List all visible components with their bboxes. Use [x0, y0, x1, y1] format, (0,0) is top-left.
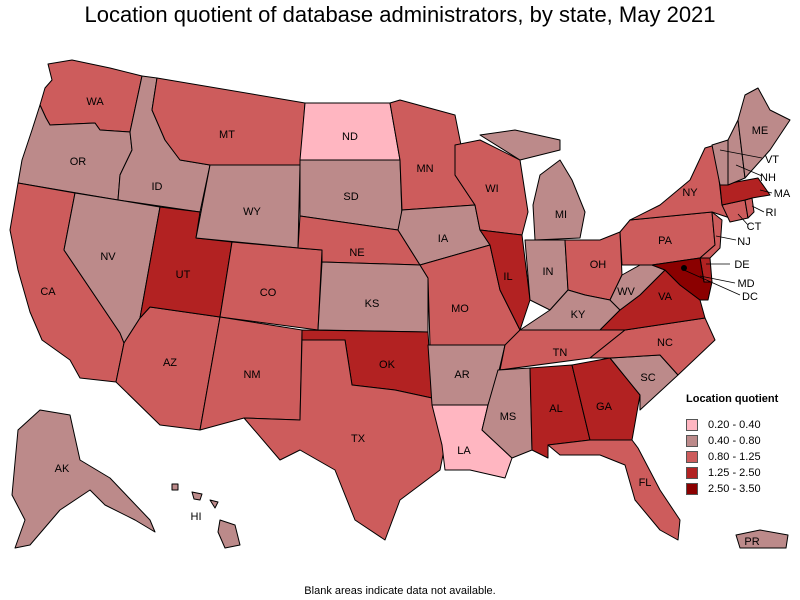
legend-swatch [686, 467, 698, 479]
leader-line-nh [735, 164, 763, 177]
state-label-OH: OH [590, 259, 607, 271]
legend-item: 0.20 - 0.40 [686, 417, 778, 433]
legend-item: 1.25 - 2.50 [686, 465, 778, 481]
state-label-WY: WY [243, 206, 261, 218]
state-label-NY: NY [682, 187, 698, 199]
legend-swatch [686, 419, 698, 431]
legend-swatch [686, 435, 698, 447]
state-label-LA: LA [457, 445, 471, 457]
legend-label: 0.80 - 1.25 [708, 451, 761, 463]
state-label-TX: TX [351, 433, 366, 445]
state-label-WI: WI [485, 183, 498, 195]
leader-line-vt [719, 149, 763, 159]
state-MI[interactable] [479, 129, 586, 241]
leader-line-dc [683, 269, 741, 296]
leader-line-ri [751, 205, 765, 213]
state-label-ID: ID [152, 181, 163, 193]
legend-label: 0.40 - 0.80 [708, 435, 761, 447]
state-label-OR: OR [70, 156, 87, 168]
legend-swatch [686, 451, 698, 463]
state-TX[interactable] [243, 339, 446, 541]
footnote: Blank areas indicate data not available. [304, 585, 496, 597]
state-label-KY: KY [571, 309, 586, 321]
leader-line-ct [737, 213, 749, 226]
state-label-CO: CO [260, 287, 277, 299]
state-label-DE: DE [734, 259, 749, 271]
legend-item: 2.50 - 3.50 [686, 481, 778, 497]
map-title: Location quotient of database administra… [84, 2, 716, 27]
state-KS[interactable] [317, 261, 429, 333]
state-label-ND: ND [342, 131, 358, 143]
state-label-NV: NV [100, 251, 116, 263]
state-AK[interactable] [11, 409, 156, 549]
state-label-GA: GA [596, 401, 613, 413]
state-label-RI: RI [766, 207, 777, 219]
state-label-SD: SD [343, 191, 358, 203]
state-label-HI: HI [191, 511, 202, 523]
state-label-AR: AR [454, 369, 469, 381]
state-label-VT: VT [765, 154, 779, 166]
state-label-AL: AL [549, 403, 562, 415]
legend-label: 2.50 - 3.50 [708, 483, 761, 495]
state-label-MO: MO [451, 303, 469, 315]
state-label-WA: WA [86, 96, 104, 108]
state-label-MD: MD [737, 278, 754, 290]
state-label-IN: IN [543, 266, 554, 278]
state-label-NH: NH [760, 172, 776, 184]
state-MD[interactable] [651, 257, 713, 301]
state-label-CT: CT [747, 221, 762, 233]
dc-marker[interactable] [681, 265, 687, 271]
state-FL[interactable] [547, 439, 681, 541]
state-label-AZ: AZ [163, 357, 177, 369]
state-label-IL: IL [503, 271, 512, 283]
state-label-MI: MI [555, 209, 567, 221]
state-label-MS: MS [500, 411, 517, 423]
legend-item: 0.40 - 0.80 [686, 433, 778, 449]
state-GA[interactable] [571, 357, 641, 441]
state-label-NC: NC [657, 337, 673, 349]
state-label-VA: VA [658, 291, 673, 303]
state-label-DC: DC [742, 291, 758, 303]
state-label-SC: SC [640, 372, 655, 384]
state-label-KS: KS [365, 298, 380, 310]
state-label-PA: PA [658, 235, 673, 247]
legend-swatch [686, 483, 698, 495]
state-label-MA: MA [774, 188, 791, 200]
leader-line-md [699, 275, 736, 284]
state-label-WV: WV [617, 286, 635, 298]
state-HI[interactable] [171, 483, 241, 549]
leader-line-ma [759, 189, 773, 194]
state-MT[interactable] [151, 77, 306, 166]
legend-label: 0.20 - 0.40 [708, 419, 761, 431]
state-label-ME: ME [752, 125, 769, 137]
state-label-MT: MT [219, 129, 235, 141]
state-label-NE: NE [349, 247, 364, 259]
state-label-FL: FL [639, 477, 652, 489]
state-label-TN: TN [553, 347, 568, 359]
legend-item: 0.80 - 1.25 [686, 449, 778, 465]
state-CO[interactable] [219, 241, 323, 331]
legend-label: 1.25 - 2.50 [708, 467, 761, 479]
state-label-AK: AK [55, 463, 70, 475]
state-label-UT: UT [176, 269, 191, 281]
state-MA[interactable] [719, 177, 771, 206]
state-label-IA: IA [438, 233, 449, 245]
state-label-MN: MN [416, 163, 433, 175]
state-label-OK: OK [379, 359, 396, 371]
legend-title: Location quotient [686, 393, 779, 405]
state-PR[interactable] [735, 529, 789, 549]
state-label-NM: NM [243, 369, 260, 381]
leader-line-nj [715, 235, 737, 241]
legend: Location quotient 0.20 - 0.40 0.40 - 0.8… [686, 393, 778, 497]
state-label-PR: PR [744, 536, 759, 548]
state-label-NJ: NJ [737, 236, 750, 248]
state-label-CA: CA [40, 286, 56, 298]
